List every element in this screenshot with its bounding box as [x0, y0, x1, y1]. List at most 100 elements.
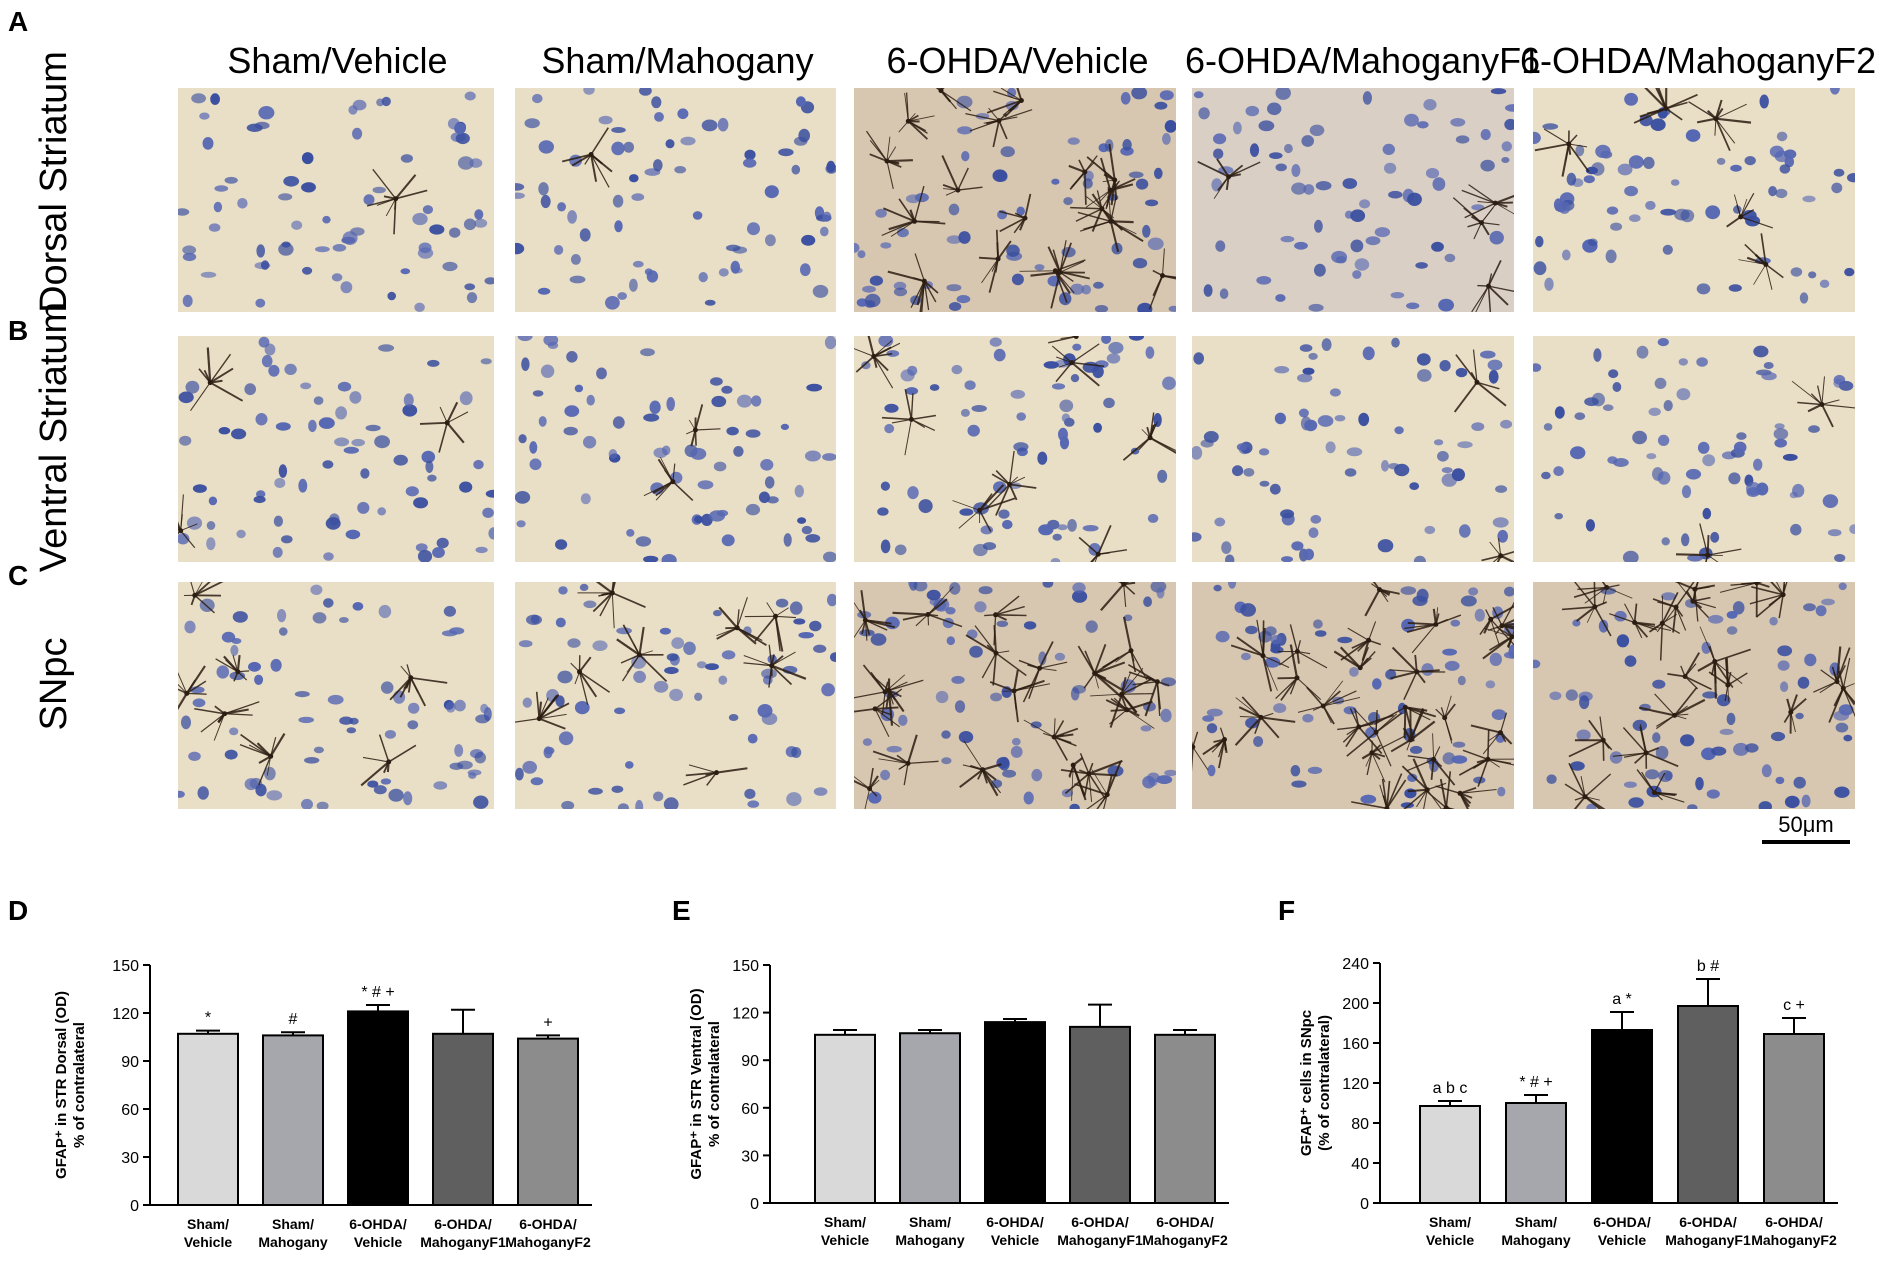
chart-d-ytick-label: 150: [112, 958, 139, 975]
chart-f-category-label: 6-OHDA/: [1679, 1214, 1737, 1230]
micrograph-dorsal-striatum-sham-mahogany: [515, 88, 836, 312]
chart-e-ylabel-line2: % of contralateral: [706, 1021, 723, 1147]
chart-e-ytick-label: 60: [741, 1101, 759, 1118]
chart-f-category-label: MahoganyF1: [1665, 1232, 1751, 1248]
chart-f-significance-label: c +: [1783, 997, 1805, 1014]
chart-f-ylabel-line1: GFAP⁺ cells in SNpc: [1298, 1010, 1315, 1156]
micrograph-ventral-striatum-6ohda-mahoganyf1: [1192, 336, 1514, 562]
chart-d-category-label: Vehicle: [184, 1234, 232, 1250]
panel-letter-c: C: [8, 560, 28, 592]
column-header-6ohda-mahoganyf2: 6-OHDA/MahoganyF2: [1520, 40, 1860, 82]
panel-letter-a: A: [8, 6, 28, 38]
column-header-6ohda-vehicle: 6-OHDA/Vehicle: [855, 40, 1180, 82]
chart-d-ytick-label: 60: [121, 1102, 139, 1119]
panel-letter-e: E: [672, 895, 691, 927]
micrograph-snpc-6ohda-vehicle: [854, 582, 1176, 809]
chart-d-significance-label: +: [543, 1014, 552, 1031]
chart-d-category-label: Sham/: [272, 1216, 314, 1232]
chart-e-category-label: 6-OHDA/: [1071, 1214, 1129, 1230]
chart-e-category-label: MahoganyF1: [1057, 1232, 1143, 1248]
chart-f-significance-label: a b c: [1433, 1080, 1468, 1097]
column-header-sham-mahogany: Sham/Mahogany: [515, 40, 840, 82]
scale-bar: [1762, 840, 1850, 844]
chart-f-significance-label: b #: [1697, 958, 1719, 975]
chart-e-bar: [985, 1022, 1045, 1203]
chart-d-category-label: Sham/: [187, 1216, 229, 1232]
chart-e-category-label: Sham/: [824, 1214, 866, 1230]
micrograph-dorsal-striatum-6ohda-mahoganyf2: [1533, 88, 1855, 312]
chart-f-category-label: Vehicle: [1426, 1232, 1474, 1248]
chart-f-bar: [1592, 1030, 1652, 1203]
chart-f-ytick-label: 0: [1360, 1196, 1369, 1213]
scale-bar-label: 50μm: [1762, 812, 1850, 838]
micrograph-dorsal-striatum-sham-vehicle: [178, 88, 494, 312]
chart-e-ytick-label: 0: [750, 1196, 759, 1213]
chart-e-bar: [815, 1035, 875, 1203]
micrograph-snpc-6ohda-mahoganyf1: [1192, 582, 1514, 809]
micrograph-dorsal-striatum-6ohda-mahoganyf1: [1192, 88, 1514, 312]
chart-e-ytick-label: 30: [741, 1148, 759, 1165]
chart-e-category-label: Vehicle: [821, 1232, 869, 1248]
chart-e-ytick-label: 90: [741, 1053, 759, 1070]
micrograph-ventral-striatum-6ohda-mahoganyf2: [1533, 336, 1855, 562]
chart-e-bar: [1070, 1027, 1130, 1203]
chart-d-category-label: Mahogany: [258, 1234, 327, 1250]
panel-letter-f: F: [1278, 895, 1295, 927]
chart-d-bar: [348, 1011, 408, 1205]
chart-e-bar: [900, 1033, 960, 1203]
chart-d-significance-label: #: [289, 1011, 298, 1028]
chart-d-ylabel-line2: % of contralateral: [71, 1022, 88, 1148]
chart-f-category-label: Mahogany: [1501, 1232, 1570, 1248]
chart-f-ylabel-line2: (% of contralateral): [1316, 1015, 1333, 1151]
chart-f-bar: [1764, 1034, 1824, 1203]
chart-f-category-label: Vehicle: [1598, 1232, 1646, 1248]
chart-f-category-label: 6-OHDA/: [1765, 1214, 1823, 1230]
panel-letter-d: D: [8, 895, 28, 927]
micrograph-snpc-6ohda-mahoganyf2: [1533, 582, 1855, 809]
chart-d-category-label: Vehicle: [354, 1234, 402, 1250]
micrograph-ventral-striatum-sham-vehicle: [178, 336, 494, 562]
chart-f-ytick-label: 40: [1351, 1156, 1369, 1173]
chart-f-category-label: Sham/: [1515, 1214, 1557, 1230]
chart-d-bar: [263, 1035, 323, 1205]
chart-f-ytick-label: 240: [1342, 956, 1369, 973]
chart-f-bar: [1506, 1103, 1566, 1203]
column-header-6ohda-mahoganyf1: 6-OHDA/MahoganyF1: [1185, 40, 1515, 82]
chart-e-category-label: MahoganyF2: [1142, 1232, 1228, 1248]
chart-d-ytick-label: 120: [112, 1006, 139, 1023]
chart-e-category-label: Sham/: [909, 1214, 951, 1230]
micrograph-ventral-striatum-sham-mahogany: [515, 336, 836, 562]
chart-d-significance-label: *: [205, 1010, 211, 1027]
chart-f-ytick-label: 120: [1342, 1076, 1369, 1093]
chart-d-significance-label: * # +: [361, 984, 394, 1001]
chart-f-ytick-label: 160: [1342, 1036, 1369, 1053]
chart-f-ytick-label: 200: [1342, 996, 1369, 1013]
micrograph-snpc-sham-vehicle: [178, 582, 494, 809]
chart-d-ytick-label: 30: [121, 1150, 139, 1167]
chart-e-category-label: 6-OHDA/: [986, 1214, 1044, 1230]
chart-d-category-label: MahoganyF2: [505, 1234, 591, 1250]
chart-f-category-label: 6-OHDA/: [1593, 1214, 1651, 1230]
row-label-snpc: SNpc: [33, 534, 77, 834]
chart-e-ytick-label: 120: [732, 1006, 759, 1023]
chart-f-significance-label: a *: [1612, 991, 1632, 1008]
chart-f-category-label: MahoganyF2: [1751, 1232, 1837, 1248]
chart-d-category-label: MahoganyF1: [420, 1234, 506, 1250]
chart-d-ylabel-line1: GFAP⁺ in STR Dorsal (OD): [53, 991, 70, 1179]
chart-e-bar: [1155, 1035, 1215, 1203]
panel-letter-b: B: [8, 315, 28, 347]
chart-d-bar: [518, 1039, 578, 1205]
chart-d-category-label: 6-OHDA/: [519, 1216, 577, 1232]
chart-d-category-label: 6-OHDA/: [434, 1216, 492, 1232]
micrograph-ventral-striatum-6ohda-vehicle: [854, 336, 1176, 562]
chart-e-category-label: Vehicle: [991, 1232, 1039, 1248]
chart-f-category-label: Sham/: [1429, 1214, 1471, 1230]
chart-f-significance-label: * # +: [1519, 1074, 1552, 1091]
micrograph-dorsal-striatum-6ohda-vehicle: [854, 88, 1176, 312]
